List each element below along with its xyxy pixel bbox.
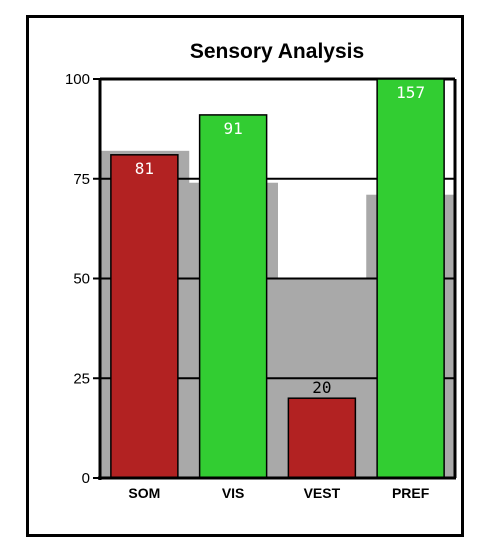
x-tick-label-pref: PREF <box>392 485 430 501</box>
x-tick-label-vest: VEST <box>304 485 341 501</box>
data-label-vis: 91 <box>223 119 242 138</box>
y-tick-label-75: 75 <box>73 171 90 188</box>
y-tick-label-100: 100 <box>65 71 90 88</box>
y-tick-label-0: 0 <box>82 470 90 487</box>
x-tick-label-vis: VIS <box>222 485 245 501</box>
y-tick-label-50: 50 <box>73 271 90 288</box>
bar-vest <box>287 397 357 479</box>
y-tick-label-25: 25 <box>73 370 90 387</box>
data-labels: 81 91 20 157 <box>135 83 425 397</box>
bar-pref <box>376 78 445 479</box>
data-label-pref: 157 <box>396 83 425 102</box>
data-label-som: 81 <box>135 159 154 178</box>
x-tick-label-som: SOM <box>128 485 160 501</box>
axes: 0 25 50 75 100 SOM VIS VEST PREF <box>65 71 456 501</box>
bar-som <box>110 154 179 479</box>
chart-title: Sensory Analysis <box>190 40 364 63</box>
bar-vis <box>198 114 268 479</box>
data-label-vest: 20 <box>312 378 331 397</box>
bars <box>110 78 445 479</box>
